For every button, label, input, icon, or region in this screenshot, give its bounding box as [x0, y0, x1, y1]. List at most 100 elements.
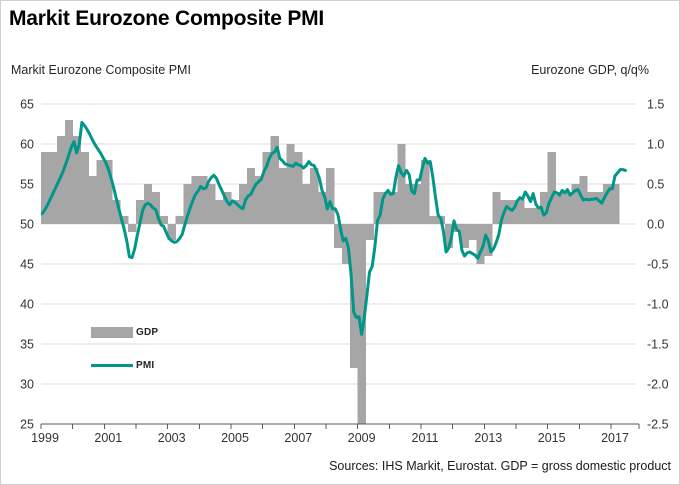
left-axis-tick-label: 40 [20, 298, 34, 312]
gdp-bar [516, 200, 525, 224]
gdp-bar [310, 168, 319, 224]
gdp-bar [397, 144, 406, 224]
gdp-bar [286, 144, 295, 224]
axis-tick-labels: 65 60 55 50 45 40 35 30 25 1.5 1.0 0.5 0.0 -0.5 -1.0 -1… [20, 98, 668, 446]
left-axis-tick-label: 60 [20, 138, 34, 152]
gdp-bar [365, 224, 374, 240]
page-title: Markit Eurozone Composite PMI [9, 7, 325, 30]
gdp-bar [223, 192, 232, 224]
gdp-bar [405, 184, 414, 224]
legend-item-gdp: GDP [91, 327, 158, 338]
gdp-bar [444, 224, 454, 248]
gdp-bar [175, 216, 184, 224]
gdp-bar [48, 152, 58, 224]
gdp-bar [167, 224, 176, 240]
gdp-bar [262, 152, 271, 224]
gdp-bar [120, 216, 129, 224]
gdp-bar [278, 168, 287, 224]
gdp-bar [381, 192, 390, 224]
gdp-bar [294, 152, 303, 224]
gdp-bar [80, 152, 89, 224]
gdp-bar [563, 192, 572, 224]
gdp-bar [468, 224, 477, 240]
x-axis-tick-label: 2001 [94, 431, 122, 445]
gdp-bar [421, 160, 430, 224]
left-axis-tick-label: 50 [20, 218, 34, 232]
gdp-bar [183, 184, 192, 224]
gdp-bar [539, 192, 549, 224]
gdp-bar [413, 184, 422, 224]
gdp-bar [231, 200, 240, 224]
left-axis-tick-label: 55 [20, 178, 34, 192]
left-axis-tick-label: 45 [20, 258, 34, 272]
gdp-bar [318, 192, 327, 224]
gdp-bar [136, 200, 145, 224]
right-axis-tick-label: 1.5 [647, 98, 664, 112]
x-axis-tick-label: 2005 [221, 431, 249, 445]
gdp-bar [207, 184, 216, 224]
gdp-bar [603, 184, 612, 224]
source-note: Sources: IHS Markit, Eurostat. GDP = gro… [329, 459, 671, 473]
gdp-bar [112, 200, 121, 224]
right-axis-tick-label: -2.5 [647, 418, 669, 432]
right-axis-tick-label: -2.0 [647, 378, 669, 392]
left-axis-tick-label: 35 [20, 338, 34, 352]
gdp-bar [373, 192, 382, 224]
gdp-bar [595, 192, 604, 224]
gdp-bar [96, 160, 105, 224]
x-axis-tick-label: 2007 [284, 431, 312, 445]
x-axis-tick-label: 2017 [601, 431, 629, 445]
gdp-bar [523, 208, 533, 224]
left-axis-tick-label: 25 [20, 418, 34, 432]
gdp-bar [611, 184, 620, 224]
pmi-line-swatch-icon [91, 364, 133, 367]
gdp-bar [508, 200, 517, 224]
gdp-bar [199, 176, 208, 224]
gdp-bar [128, 224, 137, 232]
gdp-bar [326, 168, 335, 224]
gdp-bar [547, 152, 556, 224]
x-axis-tick-label: 2015 [538, 431, 566, 445]
gdp-bar [41, 152, 50, 224]
gdp-bar [555, 192, 564, 224]
x-axis-tick-label: 2003 [158, 431, 186, 445]
gdp-bar [587, 192, 596, 224]
gdp-bar [492, 192, 501, 224]
gdp-bar [72, 136, 81, 224]
gdp-bar [333, 224, 343, 248]
x-axis-tick-label: 2011 [412, 431, 439, 445]
x-axis [40, 423, 640, 429]
right-axis-tick-label: -1.0 [647, 298, 669, 312]
x-axis-tick-label: 2009 [348, 431, 376, 445]
gdp-bar [302, 184, 311, 224]
gdp-bar [88, 176, 97, 224]
gdp-bar [476, 224, 485, 264]
x-axis-tick-label: 2013 [474, 431, 502, 445]
right-axis-title: Eurozone GDP, q/q% [531, 63, 649, 77]
left-axis-tick-label: 30 [20, 378, 34, 392]
x-axis-tick-label: 1999 [31, 431, 59, 445]
gdp-bar [531, 208, 541, 224]
gdp-bar [460, 224, 469, 248]
right-axis-tick-label: 1.0 [647, 138, 664, 152]
gdp-bar [571, 184, 580, 224]
gdp-bar [389, 192, 398, 224]
legend-pmi-label: PMI [136, 360, 155, 371]
pmi-line-series [40, 120, 628, 336]
gdp-bar [428, 216, 438, 224]
right-axis-tick-label: 0.5 [647, 178, 664, 192]
right-axis-tick-label: -0.5 [647, 258, 669, 272]
right-axis-tick-label: 0.0 [647, 218, 664, 232]
gdp-bar [254, 176, 264, 224]
gdp-bar [270, 136, 279, 224]
gdp-bar [191, 176, 200, 224]
legend-item-pmi: PMI [91, 360, 154, 371]
gdp-bar [56, 136, 66, 224]
gdp-bars [41, 120, 620, 424]
left-axis-tick-label: 65 [20, 98, 34, 112]
pmi-line [40, 120, 628, 336]
gdp-bar [64, 120, 74, 224]
